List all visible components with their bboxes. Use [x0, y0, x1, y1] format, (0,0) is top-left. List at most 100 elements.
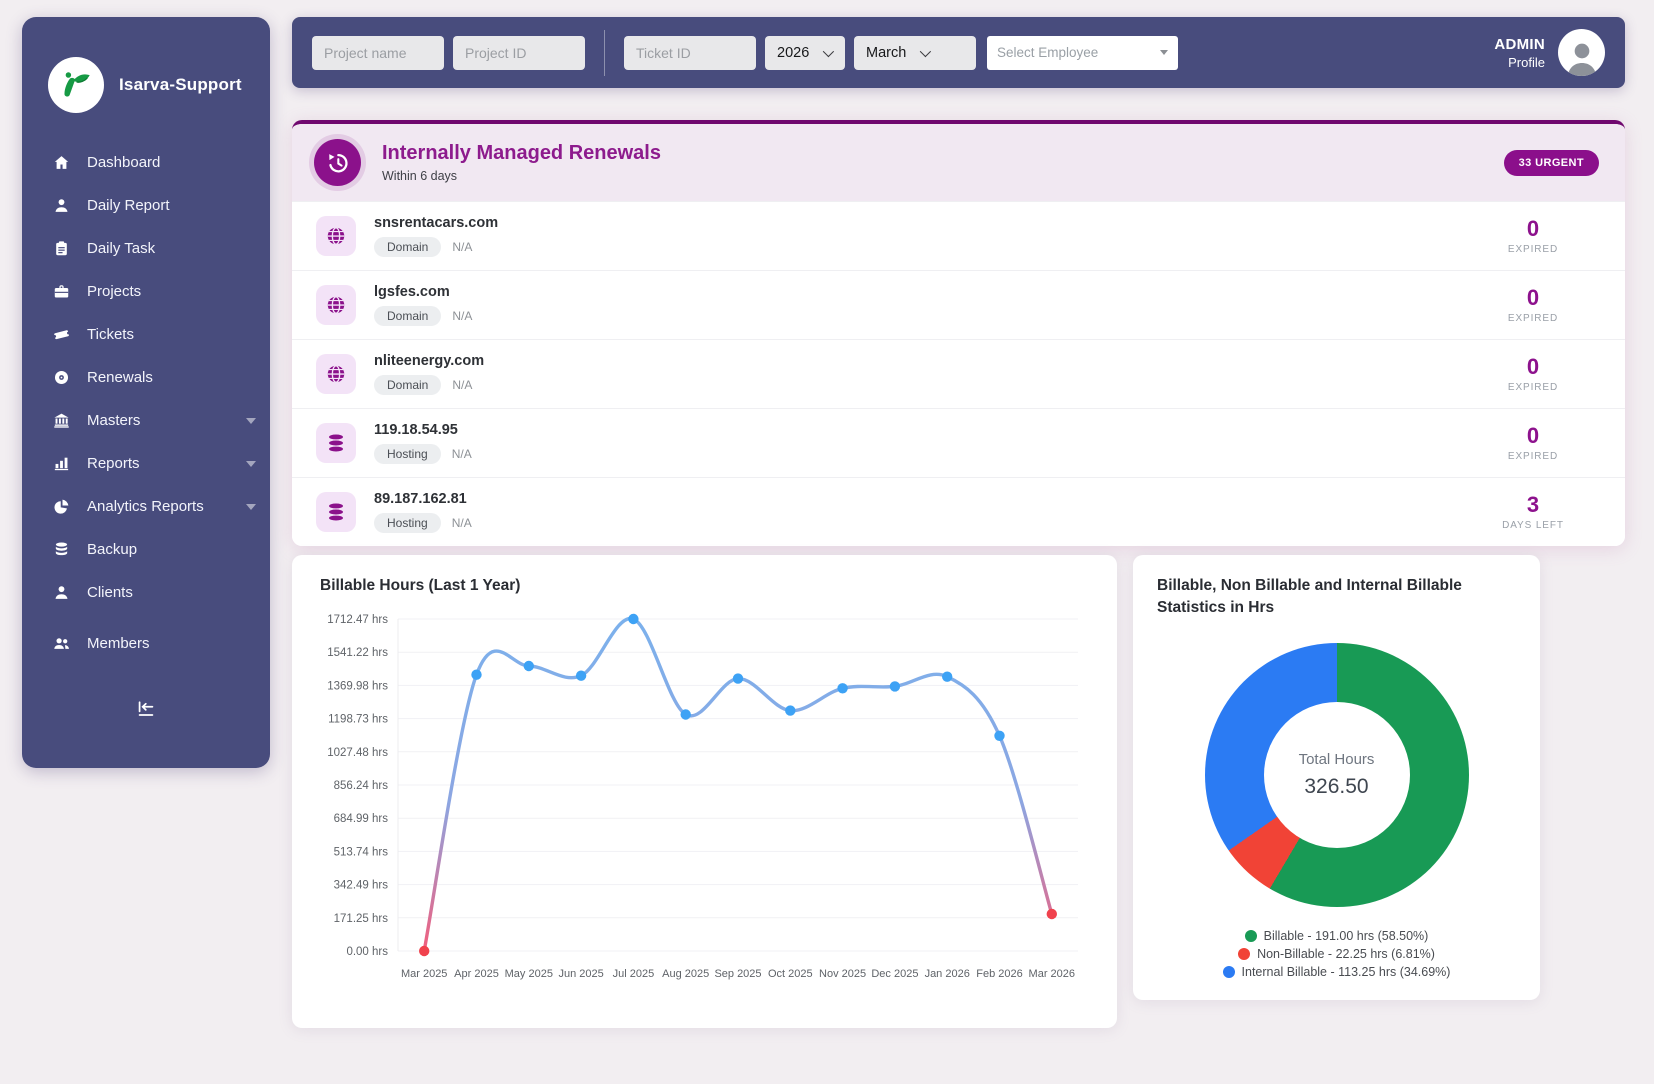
- billable-statistics-card: Billable, Non Billable and Internal Bill…: [1133, 555, 1540, 1000]
- billable-hours-chart-card: Billable Hours (Last 1 Year) 0.00 hrs 171…: [292, 555, 1117, 1028]
- database-icon: [52, 541, 70, 558]
- sidebar-item-label: Masters: [87, 412, 141, 429]
- server-icon: [316, 423, 356, 463]
- globe-icon: [316, 285, 356, 325]
- sidebar-collapse-button[interactable]: [129, 693, 163, 732]
- globe-icon: [316, 354, 356, 394]
- renewal-type-badge: Hosting: [374, 444, 441, 464]
- svg-text:Mar 2026: Mar 2026: [1029, 968, 1075, 980]
- renewal-type-badge: Domain: [374, 237, 442, 257]
- ticket-icon: [52, 326, 70, 343]
- users-icon: [52, 635, 70, 652]
- svg-text:1712.47 hrs: 1712.47 hrs: [327, 614, 388, 626]
- brand: Isarva-Support: [22, 47, 270, 141]
- svg-text:Sep 2025: Sep 2025: [714, 968, 761, 980]
- sidebar-item-daily-task[interactable]: Daily Task: [22, 227, 270, 270]
- renewal-row[interactable]: 119.18.54.95 Hosting N/A 0 EXPIRED: [292, 408, 1625, 477]
- renewal-row[interactable]: snsrentacars.com Domain N/A 0 EXPIRED: [292, 201, 1625, 270]
- renewal-expiry-value: N/A: [452, 378, 473, 392]
- renewal-name: lgsfes.com: [374, 284, 450, 300]
- renewal-info: lgsfes.com Domain N/A: [374, 284, 472, 326]
- svg-text:684.99 hrs: 684.99 hrs: [334, 813, 389, 825]
- history-icon: [314, 139, 361, 186]
- renewal-info: snsrentacars.com Domain N/A: [374, 215, 498, 257]
- charts-row: Billable Hours (Last 1 Year) 0.00 hrs 171…: [292, 555, 1540, 1028]
- sidebar-item-label: Projects: [87, 283, 142, 300]
- sidebar-item-label: Backup: [87, 541, 138, 558]
- sidebar-item-label: Reports: [87, 455, 140, 472]
- year-select-value: 2026: [777, 44, 810, 61]
- renewal-status: 0 EXPIRED: [1477, 423, 1589, 463]
- renewal-count-label: EXPIRED: [1507, 313, 1559, 325]
- renewal-count: 3: [1526, 491, 1540, 517]
- svg-text:0.00 hrs: 0.00 hrs: [346, 946, 388, 958]
- renewal-row[interactable]: 89.187.162.81 Hosting N/A 3 DAYS LEFT: [292, 477, 1625, 546]
- renewal-meta: Hosting N/A: [374, 444, 472, 464]
- sidebar-item-label: Analytics Reports: [87, 498, 204, 515]
- sidebar-item-backup[interactable]: Backup: [22, 528, 270, 571]
- legend-dot: [1238, 948, 1251, 960]
- donut-chart-title: Billable, Non Billable and Internal Bill…: [1157, 577, 1462, 616]
- renewal-count-label: EXPIRED: [1507, 451, 1559, 463]
- ticket-id-input[interactable]: [624, 35, 756, 70]
- renewal-info: 89.187.162.81 Hosting N/A: [374, 491, 472, 533]
- sidebar-item-tickets[interactable]: Tickets: [22, 313, 270, 356]
- chevron-down-icon: [823, 45, 835, 57]
- renewal-count-label: EXPIRED: [1507, 244, 1559, 256]
- employee-select[interactable]: Select Employee: [987, 35, 1178, 70]
- sidebar-item-daily-report[interactable]: Daily Report: [22, 184, 270, 227]
- renewal-count-label: EXPIRED: [1507, 382, 1559, 394]
- sidebar-item-projects[interactable]: Projects: [22, 270, 270, 313]
- year-select[interactable]: 2026: [765, 35, 845, 70]
- svg-text:856.24 hrs: 856.24 hrs: [334, 780, 389, 792]
- project-id-input[interactable]: [453, 35, 585, 70]
- sidebar-item-label: Daily Task: [87, 240, 156, 257]
- month-select[interactable]: March: [854, 35, 976, 70]
- sidebar-item-dashboard[interactable]: Dashboard: [22, 141, 270, 184]
- briefcase-icon: [52, 283, 70, 300]
- renewal-row[interactable]: nliteenergy.com Domain N/A 0 EXPIRED: [292, 339, 1625, 408]
- svg-text:1027.48 hrs: 1027.48 hrs: [327, 747, 388, 759]
- legend-item[interactable]: Non-Billable - 22.25 hrs (6.81%): [1238, 947, 1435, 961]
- renewal-meta: Hosting N/A: [374, 513, 472, 533]
- sidebar-item-label: Dashboard: [87, 154, 161, 171]
- renewals-list: snsrentacars.com Domain N/A 0 EXPIRED lgsfes.…: [292, 201, 1625, 546]
- sidebar-item-reports[interactable]: Reports: [22, 442, 270, 485]
- sidebar-item-analytics-reports[interactable]: Analytics Reports: [22, 485, 270, 528]
- renewal-row[interactable]: lgsfes.com Domain N/A 0 EXPIRED: [292, 270, 1625, 339]
- svg-text:Jul 2025: Jul 2025: [613, 968, 655, 980]
- renewal-type-badge: Domain: [374, 375, 442, 395]
- svg-text:Jun 2025: Jun 2025: [558, 968, 603, 980]
- brand-logo-icon: [48, 57, 104, 113]
- project-name-input[interactable]: [312, 35, 444, 70]
- sidebar: Isarva-Support Dashboard Daily Report Dail…: [22, 17, 270, 768]
- disc-icon: [52, 369, 70, 386]
- svg-text:Nov 2025: Nov 2025: [819, 968, 866, 980]
- chart-pie-icon: [52, 498, 70, 515]
- globe-icon: [316, 216, 356, 256]
- sidebar-item-members[interactable]: Members: [22, 622, 270, 665]
- profile-menu[interactable]: ADMIN Profile: [1494, 29, 1605, 76]
- sidebar-item-masters[interactable]: Masters: [22, 399, 270, 442]
- renewal-expiry-value: N/A: [451, 516, 472, 530]
- internally-managed-renewals-card: Internally Managed Renewals Within 6 day…: [292, 120, 1625, 546]
- renewal-expiry-value: N/A: [451, 447, 472, 461]
- renewal-expiry-value: N/A: [452, 309, 473, 323]
- profile-name: ADMIN: [1494, 35, 1545, 53]
- svg-text:Mar 2025: Mar 2025: [401, 968, 447, 980]
- sidebar-item-label: Clients: [87, 584, 133, 601]
- legend-dot: [1244, 930, 1257, 942]
- svg-text:Dec 2025: Dec 2025: [871, 968, 918, 980]
- svg-text:1369.98 hrs: 1369.98 hrs: [327, 680, 388, 692]
- server-icon: [316, 492, 356, 532]
- renewal-count: 0: [1526, 353, 1540, 379]
- renewal-meta: Domain N/A: [374, 375, 484, 395]
- svg-text:513.74 hrs: 513.74 hrs: [334, 846, 389, 858]
- svg-text:Aug 2025: Aug 2025: [662, 968, 709, 980]
- sidebar-item-renewals[interactable]: Renewals: [22, 356, 270, 399]
- legend-item[interactable]: Billable - 191.00 hrs (58.50%): [1244, 929, 1428, 943]
- sidebar-item-clients[interactable]: Clients: [22, 571, 270, 614]
- avatar[interactable]: [1558, 29, 1605, 76]
- renewal-type-badge: Domain: [374, 306, 442, 326]
- legend-item[interactable]: Internal Billable - 113.25 hrs (34.69%): [1222, 965, 1450, 979]
